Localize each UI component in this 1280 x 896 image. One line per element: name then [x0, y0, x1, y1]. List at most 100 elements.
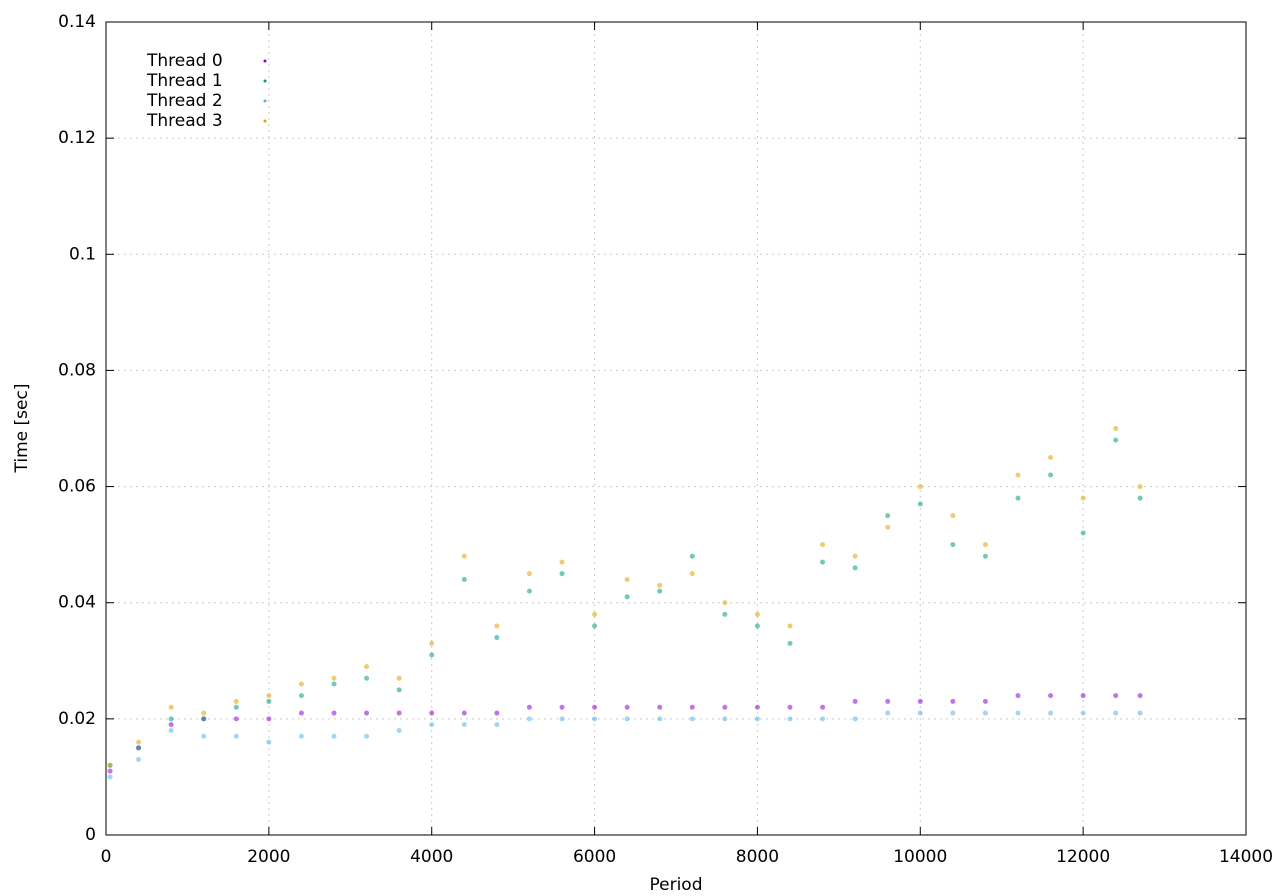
data-point: [494, 623, 500, 629]
data-point: [461, 553, 467, 559]
data-point: [592, 704, 598, 710]
y-tick-label: 0.1: [69, 244, 96, 264]
data-point: [885, 524, 891, 530]
data-point: [168, 727, 174, 733]
x-tick-label: 0: [101, 847, 112, 867]
data-point: [298, 681, 304, 687]
data-point: [1137, 484, 1143, 490]
data-point: [950, 513, 956, 519]
data-point: [168, 722, 174, 728]
data-point: [689, 716, 695, 722]
data-point: [592, 716, 598, 722]
data-point: [787, 623, 793, 629]
x-tick-label: 14000: [1219, 847, 1273, 867]
data-point: [852, 553, 858, 559]
data-point: [1015, 693, 1021, 699]
data-point: [787, 716, 793, 722]
data-point: [266, 716, 272, 722]
data-point: [364, 664, 370, 670]
data-point: [754, 623, 760, 629]
data-point: [1048, 710, 1054, 716]
data-point: [233, 716, 239, 722]
data-point: [950, 710, 956, 716]
data-point: [982, 710, 988, 716]
data-point: [982, 542, 988, 548]
data-point: [657, 704, 663, 710]
data-point: [136, 739, 142, 745]
data-point: [1048, 455, 1054, 461]
data-point: [136, 745, 142, 751]
data-point: [885, 710, 891, 716]
y-tick-label: 0.08: [58, 360, 96, 380]
data-point: [689, 553, 695, 559]
data-point: [298, 693, 304, 699]
data-point: [820, 704, 826, 710]
data-point: [233, 704, 239, 710]
data-point: [592, 611, 598, 617]
legend-label: Thread 1: [146, 71, 223, 91]
data-point: [950, 542, 956, 548]
data-point: [1113, 710, 1119, 716]
legend-marker: [263, 99, 267, 103]
data-point: [331, 710, 337, 716]
data-point: [852, 716, 858, 722]
data-point: [852, 698, 858, 704]
data-point: [982, 553, 988, 559]
legend-marker: [263, 59, 267, 63]
data-point: [526, 588, 532, 594]
data-point: [107, 768, 113, 774]
data-point: [624, 576, 630, 582]
data-point: [657, 588, 663, 594]
data-point: [657, 582, 663, 588]
data-point: [722, 716, 728, 722]
data-point: [168, 716, 174, 722]
data-point: [1137, 710, 1143, 716]
data-point: [1137, 693, 1143, 699]
y-tick-label: 0.06: [58, 477, 96, 497]
data-point: [559, 716, 565, 722]
data-point: [396, 727, 402, 733]
data-point: [787, 704, 793, 710]
x-tick-label: 2000: [247, 847, 290, 867]
data-point: [201, 733, 207, 739]
data-point: [429, 710, 435, 716]
data-point: [722, 611, 728, 617]
data-point: [1137, 495, 1143, 501]
legend-marker: [263, 119, 267, 123]
x-tick-label: 8000: [736, 847, 779, 867]
data-point: [396, 710, 402, 716]
data-point: [689, 571, 695, 577]
data-point: [559, 571, 565, 577]
data-point: [364, 675, 370, 681]
data-point: [820, 542, 826, 548]
data-point: [136, 757, 142, 763]
data-point: [107, 762, 113, 768]
y-axis-label: Time [sec]: [12, 384, 32, 474]
data-point: [1080, 530, 1086, 536]
data-point: [107, 774, 113, 780]
data-point: [592, 623, 598, 629]
data-point: [885, 513, 891, 519]
data-point: [233, 733, 239, 739]
data-point: [494, 722, 500, 728]
data-point: [852, 565, 858, 571]
data-point: [233, 698, 239, 704]
x-tick-label: 4000: [410, 847, 453, 867]
data-point: [917, 484, 923, 490]
data-point: [266, 739, 272, 745]
data-point: [461, 722, 467, 728]
data-point: [917, 698, 923, 704]
data-point: [624, 594, 630, 600]
data-point: [461, 576, 467, 582]
x-tick-label: 10000: [893, 847, 947, 867]
legend-marker: [263, 79, 267, 83]
data-point: [201, 716, 207, 722]
data-point: [754, 611, 760, 617]
data-point: [298, 710, 304, 716]
y-tick-label: 0.12: [58, 128, 96, 148]
y-tick-label: 0: [85, 825, 96, 845]
legend-label: Thread 3: [146, 111, 223, 131]
data-point: [266, 698, 272, 704]
data-point: [624, 704, 630, 710]
